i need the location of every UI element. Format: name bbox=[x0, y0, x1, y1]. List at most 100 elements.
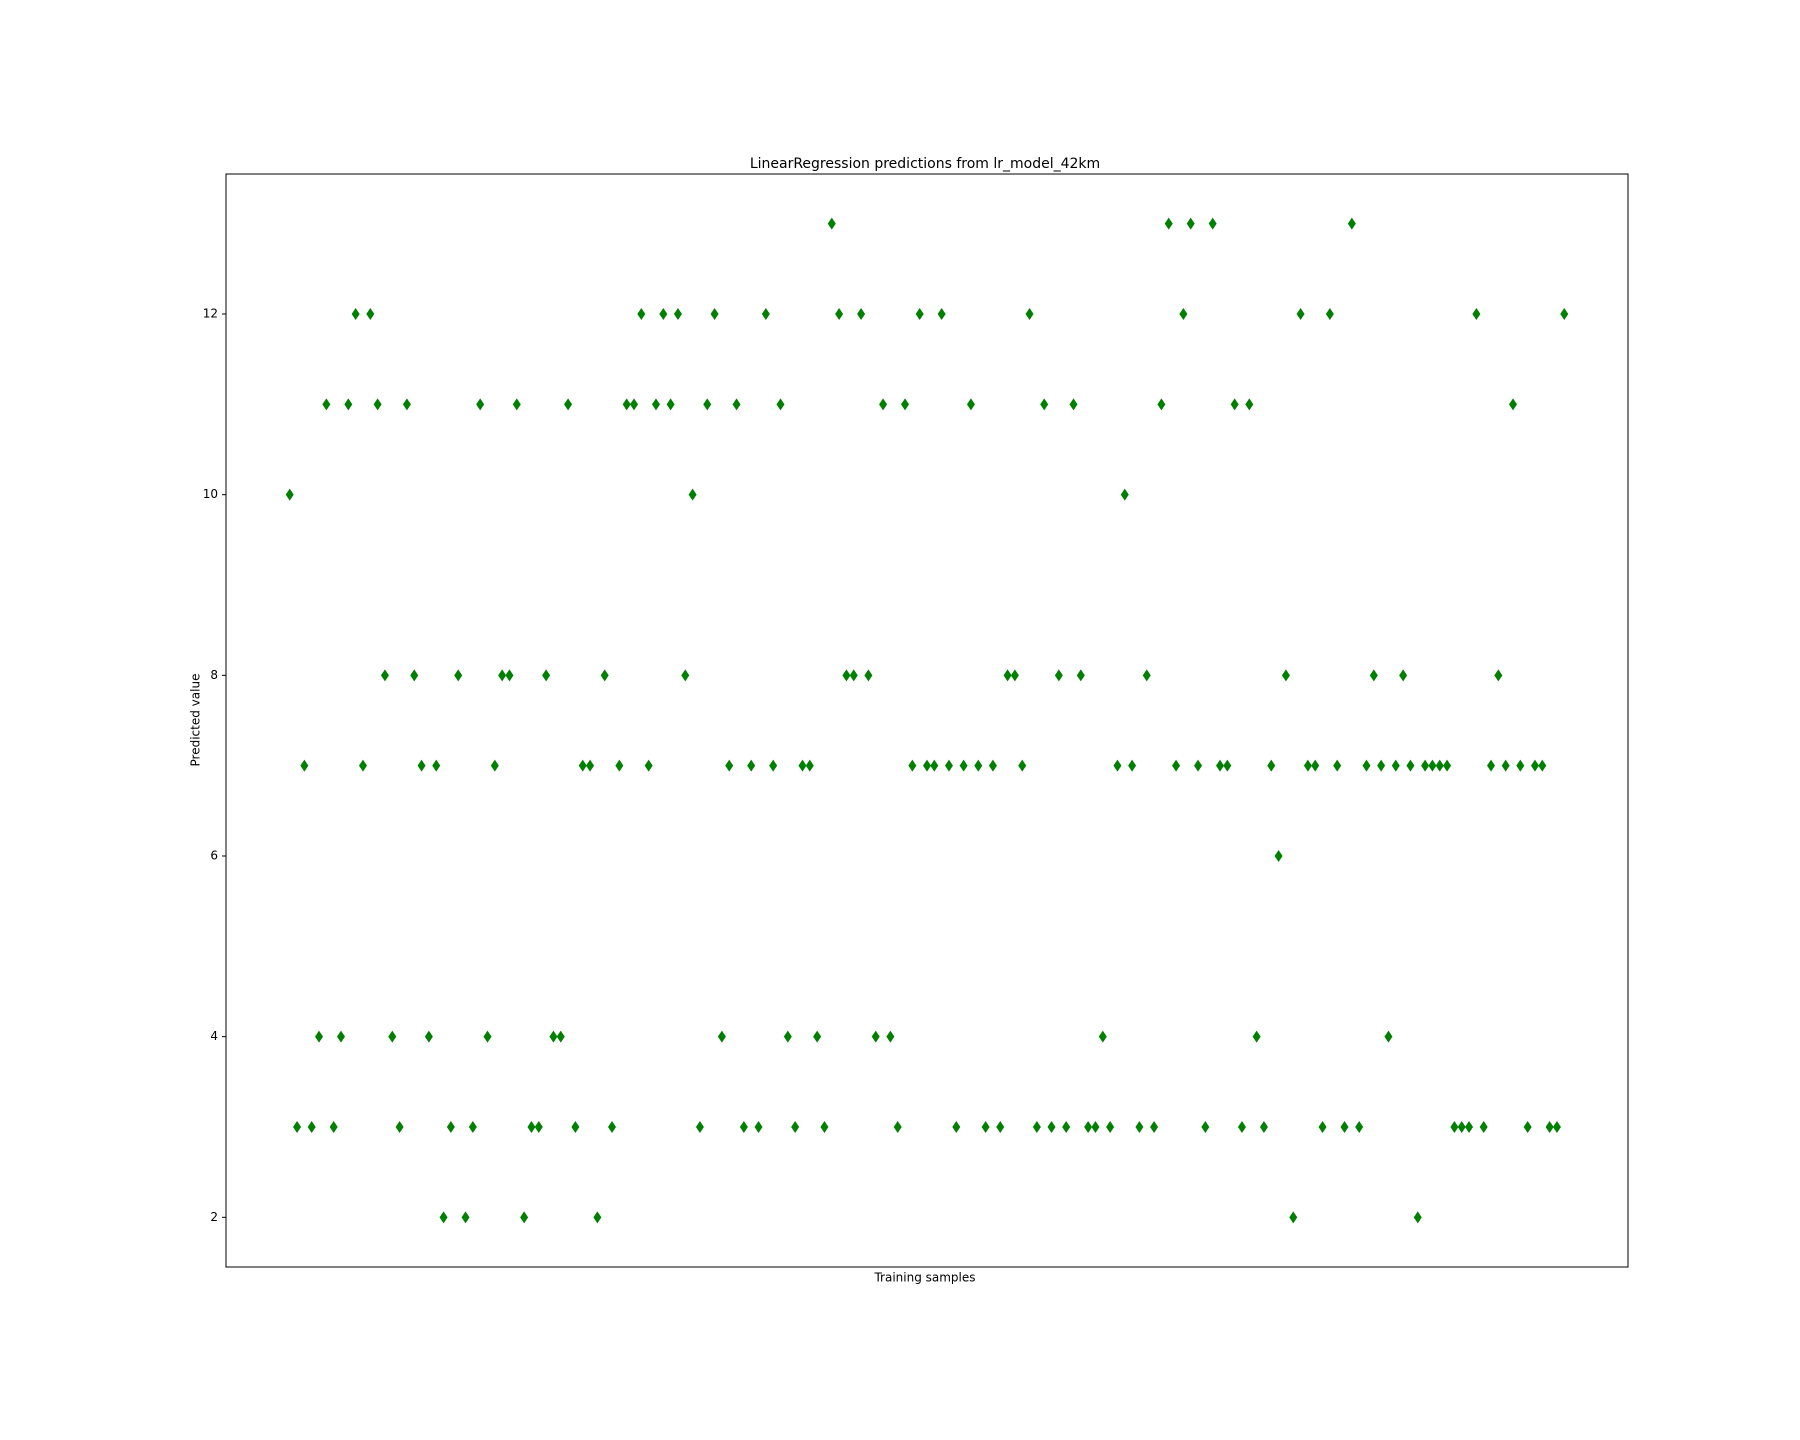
point bbox=[586, 759, 595, 772]
point bbox=[1047, 1120, 1056, 1133]
point bbox=[1252, 1030, 1261, 1043]
point bbox=[1443, 759, 1452, 772]
point bbox=[820, 1120, 829, 1133]
point bbox=[1391, 759, 1400, 772]
point bbox=[476, 398, 485, 411]
point bbox=[1040, 398, 1049, 411]
point bbox=[1296, 308, 1305, 321]
point bbox=[1062, 1120, 1071, 1133]
point bbox=[761, 308, 770, 321]
point bbox=[1267, 759, 1276, 772]
point bbox=[1428, 759, 1437, 772]
point bbox=[1545, 1120, 1554, 1133]
point bbox=[322, 398, 331, 411]
point bbox=[952, 1120, 961, 1133]
point bbox=[380, 669, 389, 682]
point bbox=[1552, 1120, 1561, 1133]
point bbox=[871, 1030, 880, 1043]
point bbox=[388, 1030, 397, 1043]
point bbox=[1010, 669, 1019, 682]
point bbox=[1457, 1120, 1466, 1133]
point bbox=[1223, 759, 1232, 772]
y-tick-label: 8 bbox=[210, 668, 218, 682]
point bbox=[1560, 308, 1569, 321]
point bbox=[996, 1120, 1005, 1133]
point bbox=[615, 759, 624, 772]
point bbox=[1274, 849, 1283, 862]
point bbox=[637, 308, 646, 321]
point bbox=[608, 1120, 617, 1133]
point bbox=[915, 308, 924, 321]
y-axis-label: Predicted value bbox=[189, 674, 203, 767]
point bbox=[1516, 759, 1525, 772]
point bbox=[886, 1030, 895, 1043]
point bbox=[505, 669, 514, 682]
point bbox=[754, 1120, 763, 1133]
point bbox=[1501, 759, 1510, 772]
point bbox=[1406, 759, 1415, 772]
point bbox=[1098, 1030, 1107, 1043]
point bbox=[1003, 669, 1012, 682]
point bbox=[1340, 1120, 1349, 1133]
point bbox=[1054, 669, 1063, 682]
point bbox=[805, 759, 814, 772]
point bbox=[1311, 759, 1320, 772]
point bbox=[1435, 759, 1444, 772]
point bbox=[681, 669, 690, 682]
point bbox=[630, 398, 639, 411]
point bbox=[1172, 759, 1181, 772]
point bbox=[1413, 1211, 1422, 1224]
point bbox=[315, 1030, 324, 1043]
point bbox=[1487, 759, 1496, 772]
point bbox=[1076, 669, 1085, 682]
point bbox=[1186, 217, 1195, 230]
point bbox=[732, 398, 741, 411]
y-tick-label: 12 bbox=[203, 307, 218, 321]
point bbox=[395, 1120, 404, 1133]
chart-title: LinearRegression predictions from lr_mod… bbox=[750, 156, 1100, 172]
point bbox=[1494, 669, 1503, 682]
point bbox=[1325, 308, 1334, 321]
point bbox=[417, 759, 426, 772]
point bbox=[600, 669, 609, 682]
point bbox=[1377, 759, 1386, 772]
point bbox=[1215, 759, 1224, 772]
point bbox=[534, 1120, 543, 1133]
point bbox=[285, 488, 294, 501]
point bbox=[293, 1120, 302, 1133]
point bbox=[1120, 488, 1129, 501]
point bbox=[622, 398, 631, 411]
point bbox=[798, 759, 807, 772]
point bbox=[1538, 759, 1547, 772]
point bbox=[1208, 217, 1217, 230]
point bbox=[564, 398, 573, 411]
point bbox=[1333, 759, 1342, 772]
point bbox=[695, 1120, 704, 1133]
point bbox=[1355, 1120, 1364, 1133]
point bbox=[930, 759, 939, 772]
point bbox=[307, 1120, 316, 1133]
point bbox=[901, 398, 910, 411]
point bbox=[498, 669, 507, 682]
y-tick-label: 2 bbox=[210, 1210, 218, 1224]
point bbox=[791, 1120, 800, 1133]
point bbox=[300, 759, 309, 772]
point bbox=[908, 759, 917, 772]
point bbox=[1179, 308, 1188, 321]
point bbox=[835, 308, 844, 321]
point bbox=[1472, 308, 1481, 321]
point bbox=[1018, 759, 1027, 772]
point bbox=[937, 308, 946, 321]
point bbox=[1523, 1120, 1532, 1133]
point bbox=[783, 1030, 792, 1043]
point bbox=[1303, 759, 1312, 772]
point bbox=[432, 759, 441, 772]
point bbox=[1142, 669, 1151, 682]
point bbox=[1281, 669, 1290, 682]
point bbox=[1135, 1120, 1144, 1133]
point bbox=[512, 398, 521, 411]
point bbox=[710, 308, 719, 321]
point bbox=[1289, 1211, 1298, 1224]
point bbox=[1201, 1120, 1210, 1133]
